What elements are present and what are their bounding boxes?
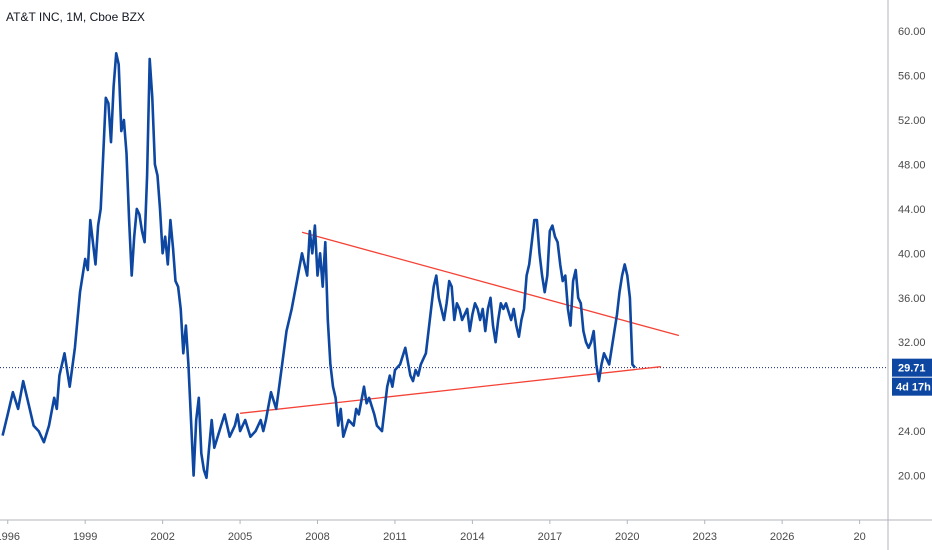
price-tick-label: 44.00 (898, 204, 926, 216)
price-series (1, 51, 637, 480)
time-tick-label: 2020 (615, 531, 639, 543)
time-tick-label: 2011 (383, 531, 407, 543)
time-tick-label: 2002 (150, 531, 174, 543)
time-tick-label: 2008 (305, 531, 329, 543)
price-tick-label: 20.00 (898, 471, 926, 483)
resistance-trendline[interactable] (301, 231, 680, 337)
last-price-tag (892, 358, 932, 377)
price-tick-label: 52.00 (898, 115, 926, 127)
time-axis[interactable]: 1996 1999 2002 2005 2008 2011 2014 2017 2020 2023… (0, 520, 866, 543)
price-tick-label: 40.00 (898, 248, 926, 260)
time-tick-label: 2026 (770, 531, 794, 543)
countdown-value: 4d 17h (896, 382, 931, 394)
price-tick-label: 56.00 (898, 71, 926, 83)
price-series-line[interactable] (1, 51, 637, 480)
price-tick-label: 32.00 (898, 337, 926, 349)
price-tags: 29.71 4d 17h (892, 358, 932, 396)
time-tick-label: 2017 (538, 531, 562, 543)
support-trendline[interactable] (239, 366, 661, 414)
trendlines (239, 231, 680, 414)
price-tick-label: 48.00 (898, 159, 926, 171)
time-tick-label: 20 (853, 531, 865, 543)
time-tick-label: 2014 (460, 531, 484, 543)
price-tick-label: 36.00 (898, 293, 926, 305)
time-tick-label: 1999 (73, 531, 97, 543)
time-tick-label: 2023 (692, 531, 716, 543)
time-tick-label: 2005 (228, 531, 252, 543)
price-axis[interactable]: 60.00 56.00 52.00 48.00 44.00 40.00 36.00 32.00… (898, 26, 926, 482)
countdown-tag (892, 377, 932, 396)
price-tick-label: 60.00 (898, 26, 926, 38)
time-tick-label: 1996 (0, 531, 20, 543)
last-price-value: 29.71 (898, 363, 926, 375)
price-tick-label: 24.00 (898, 426, 926, 438)
chart-title: AT&T INC, 1M, Cboe BZX (6, 10, 145, 24)
